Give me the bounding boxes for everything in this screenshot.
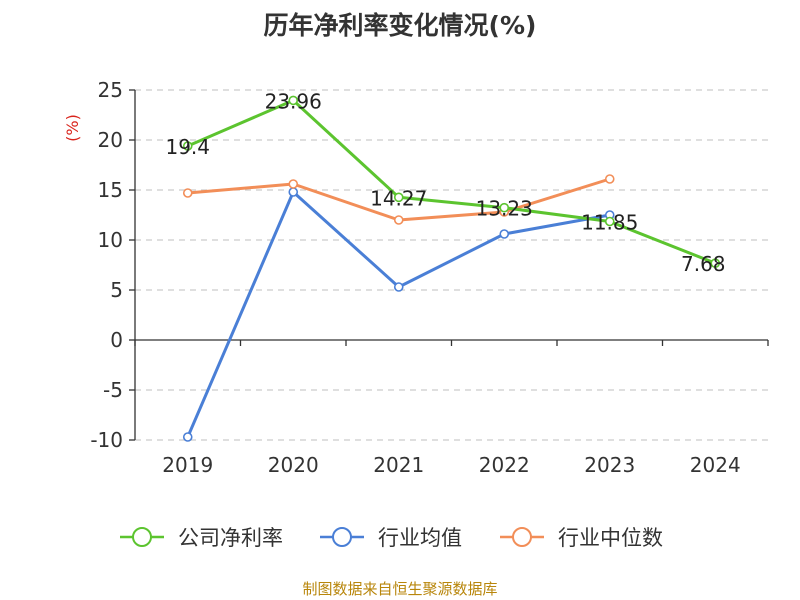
data-point[interactable] bbox=[393, 282, 404, 292]
grid-lines bbox=[135, 89, 768, 441]
legend-label: 行业均值 bbox=[378, 526, 462, 550]
data-point[interactable] bbox=[710, 258, 721, 269]
legend-marker bbox=[132, 527, 152, 547]
series-1 bbox=[182, 187, 615, 442]
y-tick-label: 0 bbox=[110, 328, 123, 352]
y-tick-label: 15 bbox=[98, 178, 123, 202]
y-tick-label: 25 bbox=[98, 78, 123, 102]
data-label: 7.68 bbox=[681, 252, 726, 276]
data-point[interactable] bbox=[499, 202, 510, 213]
data-point[interactable] bbox=[604, 216, 615, 227]
y-tick-label: 5 bbox=[110, 278, 123, 302]
source-footer: 制图数据来自恒生聚源数据库 bbox=[302, 580, 498, 598]
y-tick-label: -5 bbox=[103, 378, 123, 402]
data-label: 23.96 bbox=[265, 89, 322, 113]
legend-label: 公司净利率 bbox=[178, 526, 283, 550]
data-point[interactable] bbox=[288, 179, 299, 189]
legend-marker bbox=[512, 527, 532, 547]
data-label: 19.4 bbox=[165, 135, 210, 159]
axes bbox=[134, 90, 768, 440]
data-point[interactable] bbox=[393, 215, 404, 225]
x-tick-label: 2021 bbox=[373, 453, 424, 477]
x-tick-label: 2019 bbox=[162, 453, 213, 477]
legend-marker bbox=[332, 527, 352, 547]
x-tick-label: 2022 bbox=[479, 453, 530, 477]
data-point[interactable] bbox=[499, 229, 510, 239]
series-line bbox=[186, 190, 611, 438]
series-line bbox=[187, 98, 716, 265]
x-axis-ticks: 2019 2020 2021 2022 2023 2024 bbox=[134, 340, 769, 477]
series-0 bbox=[182, 95, 721, 269]
chart-title: 历年净利率变化情况(%) bbox=[263, 11, 537, 40]
y-tick-label: 10 bbox=[98, 228, 123, 252]
x-tick-label: 2024 bbox=[690, 453, 741, 477]
y-tick-label: -10 bbox=[90, 428, 123, 452]
y-tick-label: 20 bbox=[98, 128, 123, 152]
legend-label: 行业中位数 bbox=[558, 526, 663, 550]
data-point[interactable] bbox=[288, 187, 299, 197]
series-group bbox=[182, 95, 721, 442]
legend[interactable]: 公司净利率 行业均值 行业中位数 bbox=[120, 526, 663, 550]
y-axis-ticks: 25 20 15 10 5 0 -5 -10 bbox=[90, 78, 135, 452]
data-label: 13.23 bbox=[476, 197, 533, 221]
data-labels: 19.4 23.96 14.27 13.23 11.85 7.68 bbox=[165, 89, 725, 276]
data-point[interactable] bbox=[182, 188, 193, 198]
legend-item-1[interactable]: 行业均值 bbox=[320, 526, 462, 550]
series-2 bbox=[182, 174, 615, 225]
x-tick-label: 2023 bbox=[584, 453, 635, 477]
y-axis-label: (%) bbox=[63, 114, 82, 142]
data-point[interactable] bbox=[393, 192, 404, 203]
legend-item-0[interactable]: 公司净利率 bbox=[120, 526, 283, 550]
data-label: 14.27 bbox=[370, 186, 427, 210]
data-point[interactable] bbox=[182, 432, 193, 442]
data-label: 11.85 bbox=[581, 211, 638, 235]
data-point[interactable] bbox=[182, 141, 193, 151]
x-tick-label: 2020 bbox=[268, 453, 319, 477]
data-point[interactable] bbox=[604, 174, 615, 184]
legend-item-2[interactable]: 行业中位数 bbox=[500, 526, 663, 550]
data-point[interactable] bbox=[288, 95, 299, 106]
